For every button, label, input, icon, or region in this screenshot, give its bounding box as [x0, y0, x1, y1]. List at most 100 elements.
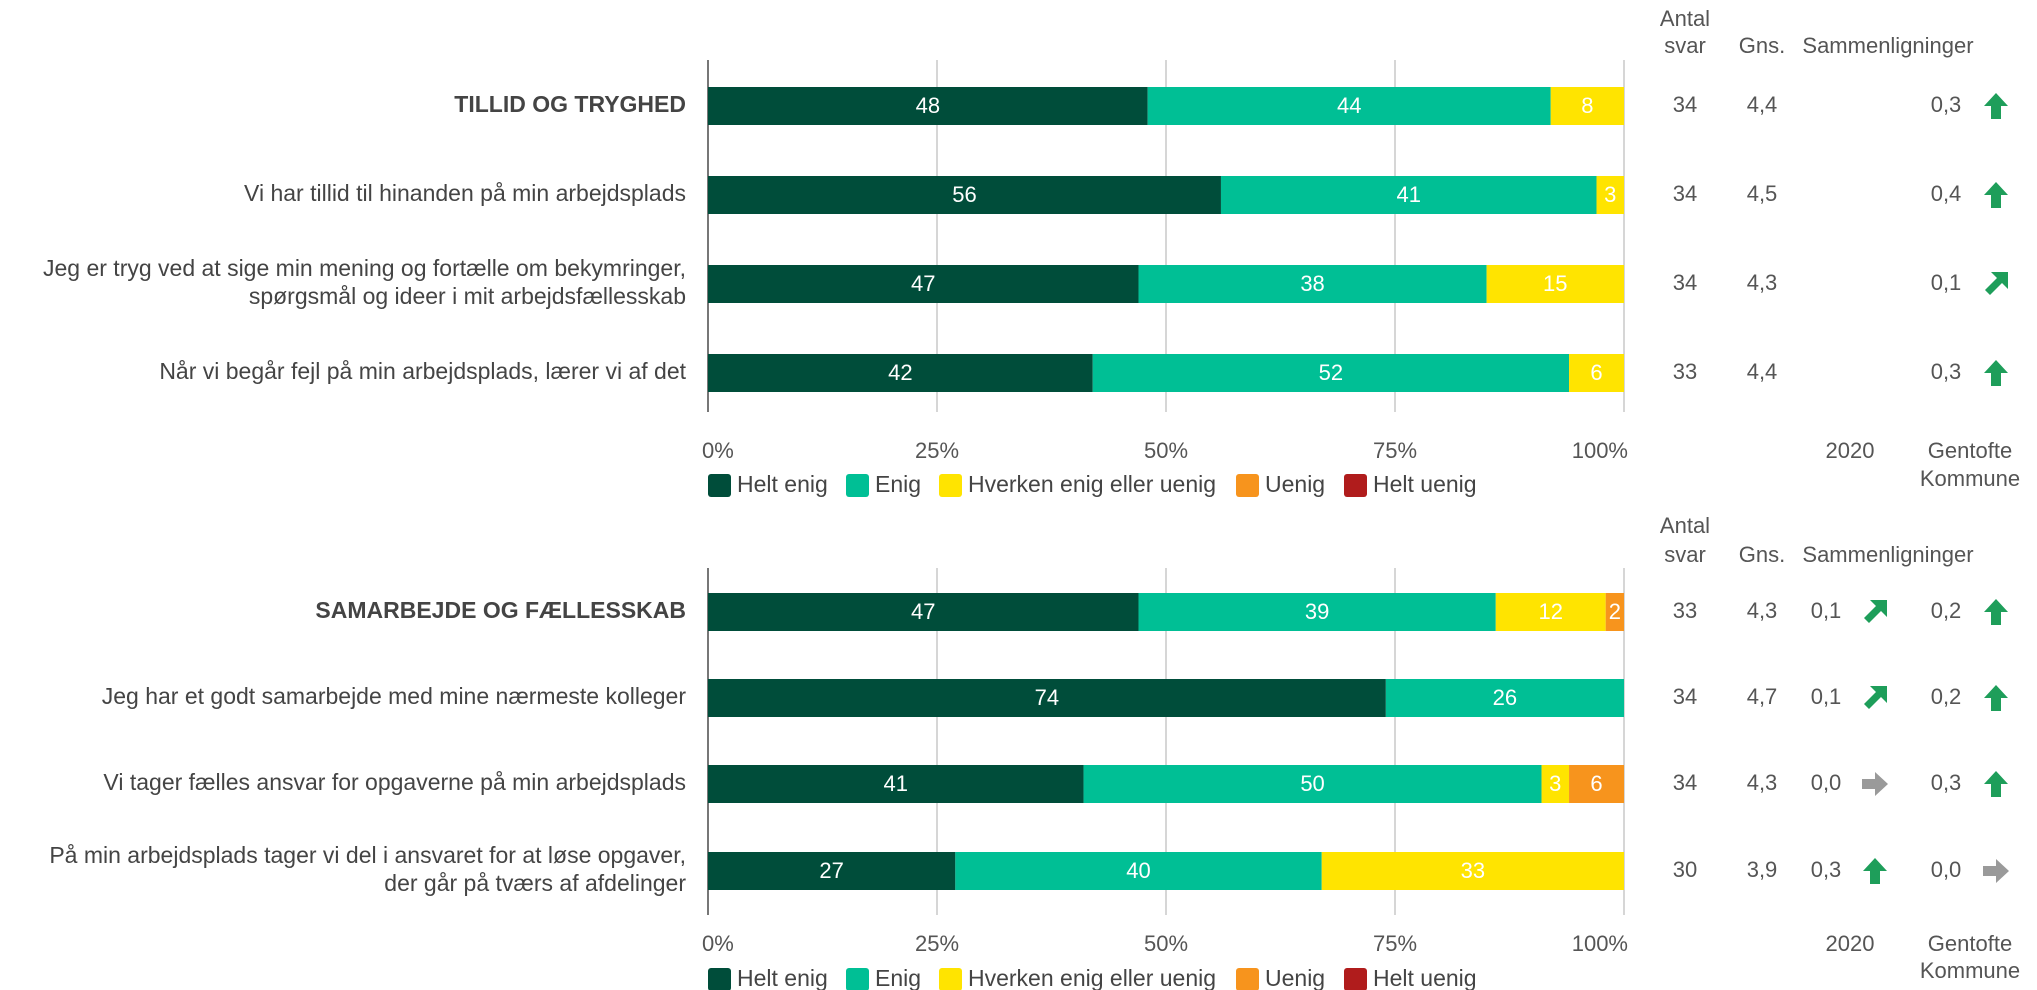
data-label: 47 — [911, 271, 935, 296]
trend-arrow-icon — [1863, 858, 1887, 884]
label-line: Jeg er tryg ved at sige min mening og fo… — [43, 255, 686, 281]
data-label: 27 — [819, 858, 843, 883]
bar-segment — [1569, 765, 1624, 803]
trend-arrow-icon-shape — [1984, 360, 2008, 386]
data-label: 6 — [1590, 360, 1602, 385]
compare-kommune-value: 0,1 — [1931, 270, 1962, 295]
data-label: 47 — [911, 599, 935, 624]
trend-arrow-icon — [1864, 686, 1887, 709]
bar-segment — [1541, 765, 1570, 803]
tick-label: 75% — [1373, 438, 1417, 463]
column-label-kommune-line1: Gentofte — [1928, 931, 2012, 956]
bar-segment — [1092, 354, 1570, 392]
label-line: Vi tager fælles ansvar for opgaverne på … — [103, 769, 686, 795]
trend-arrow-icon — [1985, 272, 2008, 295]
compare-2020-value: 0,0 — [1811, 770, 1842, 795]
bar-segment — [708, 765, 1084, 803]
data-label: 26 — [1493, 685, 1517, 710]
tick-label: 100% — [1572, 931, 1628, 956]
trend-arrow-icon — [1984, 360, 2008, 386]
tick-label: 25% — [915, 931, 959, 956]
legend-swatch — [1236, 474, 1259, 497]
bar-segment — [1321, 852, 1624, 890]
legend-item: Uenig — [1236, 471, 1325, 497]
legend-swatch — [1344, 474, 1367, 497]
bar-segment — [1138, 593, 1496, 631]
compare-kommune-value: 0,4 — [1931, 181, 1962, 206]
antal-value: 33 — [1673, 598, 1697, 623]
data-label: 33 — [1461, 858, 1485, 883]
legend-swatch — [1236, 968, 1259, 990]
label-line: TILLID OG TRYGHED — [454, 91, 686, 117]
trend-arrow-icon — [1862, 772, 1888, 796]
legend-label: Helt enig — [737, 471, 828, 497]
legend-label: Helt uenig — [1373, 965, 1477, 990]
trend-arrow-icon — [1983, 859, 2009, 883]
data-label: 52 — [1319, 360, 1343, 385]
antal-value: 34 — [1673, 770, 1697, 795]
antal-value: 34 — [1673, 92, 1697, 117]
trend-arrow-icon-shape — [1864, 600, 1887, 623]
data-label: 15 — [1543, 271, 1567, 296]
antal-value: 34 — [1673, 684, 1697, 709]
header-antal-line1: Antal — [1660, 6, 1710, 31]
column-label-kommune-line2: Kommune — [1920, 958, 2020, 983]
trend-arrow-icon-shape — [1984, 771, 2008, 797]
compare-2020-value: 0,1 — [1811, 598, 1842, 623]
bar-segment — [708, 679, 1386, 717]
label-line: På min arbejdsplads tager vi del i ansva… — [49, 842, 686, 868]
question-label: Jeg har et godt samarbejde med mine nærm… — [102, 683, 687, 709]
legend-item: Helt uenig — [1344, 471, 1477, 497]
gns-value: 4,4 — [1747, 92, 1778, 117]
bar-segment — [1220, 176, 1597, 214]
label-line: Jeg har et godt samarbejde med mine nærm… — [102, 683, 687, 709]
legend-item: Helt uenig — [1344, 965, 1477, 990]
data-label: 2 — [1609, 599, 1621, 624]
tick-label: 75% — [1373, 931, 1417, 956]
column-label-2020: 2020 — [1826, 438, 1875, 463]
gns-value: 4,3 — [1747, 270, 1778, 295]
label-line: Vi har tillid til hinanden på min arbejd… — [244, 180, 686, 206]
legend-swatch — [1344, 968, 1367, 990]
compare-kommune-value: 0,2 — [1931, 684, 1962, 709]
tick-label: 50% — [1144, 931, 1188, 956]
compare-kommune-value: 0,3 — [1931, 92, 1962, 117]
data-label: 3 — [1604, 182, 1616, 207]
section-title: TILLID OG TRYGHED — [454, 91, 686, 117]
bar-segment — [708, 176, 1221, 214]
trend-arrow-icon-shape — [1984, 93, 2008, 119]
trend-arrow-icon-shape — [1985, 272, 2008, 295]
legend-item: Enig — [846, 965, 921, 990]
data-label: 42 — [888, 360, 912, 385]
legend-item: Helt enig — [708, 965, 828, 990]
trend-arrow-icon — [1984, 599, 2008, 625]
compare-kommune-value: 0,3 — [1931, 359, 1962, 384]
bar-segment — [1385, 679, 1624, 717]
question-label: Når vi begår fejl på min arbejdsplads, l… — [159, 358, 686, 384]
bar-segment — [1486, 265, 1624, 303]
bar-segment — [1605, 593, 1624, 631]
label-line: Når vi begår fejl på min arbejdsplads, l… — [159, 358, 686, 384]
legend-swatch — [846, 968, 869, 990]
chart-2: SAMARBEJDE OG FÆLLESSKAB 47 39 12 2 Jeg har e… — [49, 513, 2020, 990]
header-sammenligninger: Sammenligninger — [1802, 542, 1973, 567]
header-sammenligninger: Sammenligninger — [1802, 33, 1973, 58]
data-label: 41 — [884, 771, 908, 796]
label-line: der går på tværs af afdelinger — [384, 870, 686, 896]
tick-label: 25% — [915, 438, 959, 463]
legend-item: Enig — [846, 471, 921, 497]
bar-segment — [708, 354, 1093, 392]
trend-arrow-icon — [1864, 600, 1887, 623]
tick-label: 50% — [1144, 438, 1188, 463]
bar-segment — [1495, 593, 1606, 631]
legend-label: Helt enig — [737, 965, 828, 990]
gns-value: 4,4 — [1747, 359, 1778, 384]
data-label: 39 — [1305, 599, 1329, 624]
data-label: 74 — [1035, 685, 1059, 710]
gns-value: 4,7 — [1747, 684, 1778, 709]
compare-kommune-value: 0,0 — [1931, 857, 1962, 882]
trend-arrow-icon-shape — [1983, 859, 2009, 883]
antal-value: 33 — [1673, 359, 1697, 384]
data-label: 40 — [1126, 858, 1150, 883]
gns-value: 3,9 — [1747, 857, 1778, 882]
